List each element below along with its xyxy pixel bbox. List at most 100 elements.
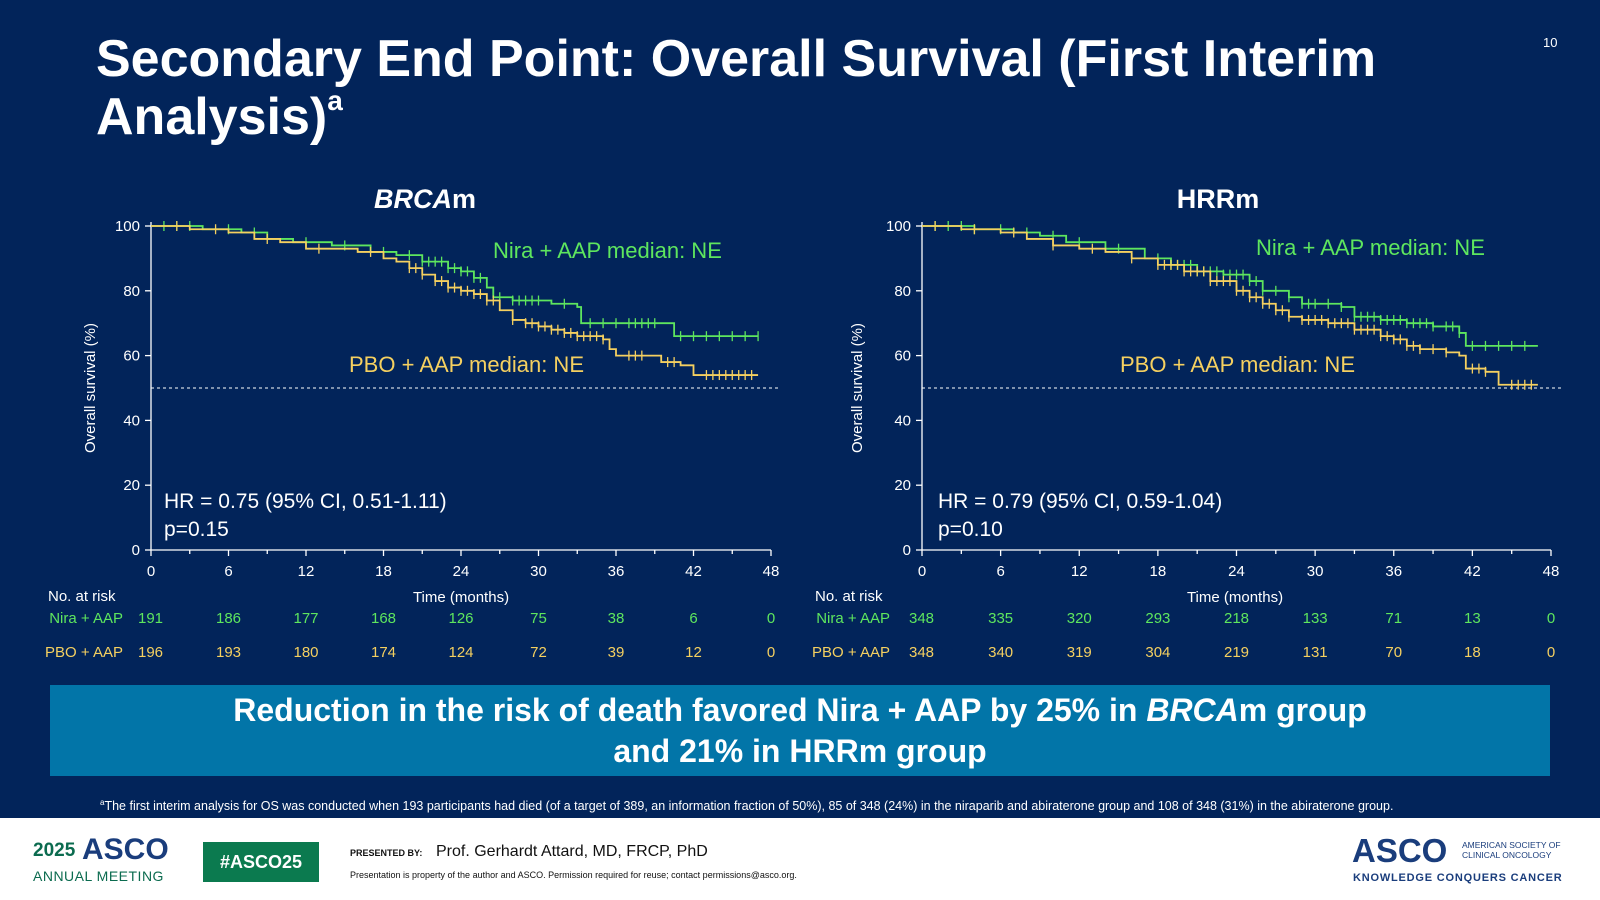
risk-value: 126: [448, 610, 473, 627]
meeting-org-logo: ASCO: [82, 833, 169, 866]
copyright-notice: Presentation is property of the author a…: [350, 870, 797, 880]
risk-value: 6: [689, 610, 697, 627]
x-tick-label: 12: [298, 563, 315, 580]
p-value-brcam: p=0.15: [164, 518, 229, 541]
footnote-marker: a: [100, 798, 105, 807]
slide-title-text: Secondary End Point: Overall Survival (F…: [96, 30, 1377, 146]
risk-value: 71: [1385, 610, 1402, 627]
risk-value: 293: [1145, 610, 1170, 627]
y-tick-label: 100: [886, 218, 911, 235]
risk-value: 219: [1224, 644, 1249, 661]
risk-value: 133: [1303, 610, 1328, 627]
risk-value: 174: [371, 644, 396, 661]
p-value-hrrm: p=0.10: [938, 518, 1003, 541]
chart-hrrm: HRRm Overall survival (%) Time (months) …: [812, 184, 1561, 661]
risk-value: 168: [371, 610, 396, 627]
banner-line-1-em: BRCA: [1146, 691, 1239, 728]
survival-charts: BRCAm Overall survival (%) Time (months)…: [45, 184, 1561, 661]
x-tick-label: 6: [996, 563, 1004, 580]
risk-value: 335: [988, 610, 1013, 627]
risk-value: 70: [1385, 644, 1402, 661]
meeting-year: 2025: [33, 840, 76, 861]
footnote: aThe first interim analysis for OS was c…: [100, 798, 1393, 813]
x-tick-label: 24: [453, 563, 470, 580]
x-axis-label-brcam: Time (months): [413, 589, 509, 606]
risk-value: 131: [1303, 644, 1328, 661]
risk-value: 0: [1547, 644, 1555, 661]
banner-line-2: and 21% in HRRm group: [613, 732, 987, 769]
banner-line-1: Reduction in the risk of death favored N…: [233, 690, 1367, 731]
x-tick-label: 24: [1228, 563, 1245, 580]
risk-value: 193: [216, 644, 241, 661]
y-tick-label: 20: [123, 477, 140, 494]
risk-value: 39: [608, 644, 625, 661]
risk-value: 18: [1464, 644, 1481, 661]
x-tick-label: 30: [1307, 563, 1324, 580]
y-axis-label-brcam: Overall survival (%): [82, 323, 99, 453]
x-tick-label: 36: [608, 563, 625, 580]
risk-value: 348: [909, 610, 934, 627]
chart-title-brcam-em: BRCA: [374, 184, 452, 214]
footer: 2025 ASCO ANNUAL MEETING #ASCO25 PRESENT…: [0, 818, 1600, 900]
pbo-median-label-hrrm: PBO + AAP median: NE: [1120, 352, 1355, 377]
risk-value: 186: [216, 610, 241, 627]
slide-number: 10: [1543, 35, 1558, 50]
x-tick-label: 0: [918, 563, 926, 580]
risk-row-label: PBO + AAP: [45, 644, 123, 661]
x-tick-label: 18: [375, 563, 392, 580]
presented-by-label: PRESENTED BY:: [350, 848, 423, 858]
risk-value: 13: [1464, 610, 1481, 627]
slide: Secondary End Point: Overall Survival (F…: [0, 0, 1600, 818]
x-axis-label-hrrm: Time (months): [1187, 589, 1283, 606]
risk-value: 72: [530, 644, 547, 661]
risk-value: 320: [1067, 610, 1092, 627]
y-tick-label: 40: [123, 412, 140, 429]
chart-title-brcam: BRCAm: [374, 184, 476, 214]
risk-value: 0: [767, 644, 775, 661]
x-tick-label: 36: [1385, 563, 1402, 580]
banner-line-1-pre: Reduction in the risk of death favored N…: [233, 691, 1147, 728]
risk-table-header-brcam: No. at risk: [48, 588, 116, 605]
plot-area-hrrm: 0 20 40 60 80 100 0 6 12 18 24 30 36 42 48 Nira + AAP 34…: [812, 218, 1561, 661]
risk-row-label: PBO + AAP: [812, 644, 890, 661]
x-tick-label: 42: [685, 563, 702, 580]
y-tick-label: 80: [123, 283, 140, 300]
y-axis-label-hrrm: Overall survival (%): [849, 323, 866, 453]
presenter-name: Prof. Gerhardt Attard, MD, FRCP, PhD: [436, 843, 708, 860]
slide-title: Secondary End Point: Overall Survival (F…: [96, 30, 1476, 146]
x-tick-label: 48: [1543, 563, 1560, 580]
asco-logo: ASCO: [1352, 832, 1448, 869]
y-tick-label: 100: [115, 218, 140, 235]
hashtag-badge: #ASCO25: [203, 842, 319, 882]
y-tick-label: 60: [894, 348, 911, 365]
x-tick-label: 12: [1071, 563, 1088, 580]
y-tick-label: 40: [894, 412, 911, 429]
chart-title-hrrm: HRRm: [1177, 184, 1260, 214]
risk-value: 319: [1067, 644, 1092, 661]
risk-value: 304: [1145, 644, 1170, 661]
hazard-ratio-brcam: HR = 0.75 (95% CI, 0.51-1.11): [164, 490, 447, 513]
risk-value: 12: [685, 644, 702, 661]
chart-brcam: BRCAm Overall survival (%) Time (months)…: [45, 184, 781, 661]
meeting-name: ANNUAL MEETING: [33, 868, 164, 884]
key-finding-banner: Reduction in the risk of death favored N…: [50, 685, 1550, 776]
nira-median-label-hrrm: Nira + AAP median: NE: [1256, 235, 1485, 260]
x-tick-label: 30: [530, 563, 547, 580]
risk-table-header-hrrm: No. at risk: [815, 588, 883, 605]
risk-value: 348: [909, 644, 934, 661]
risk-value: 191: [138, 610, 163, 627]
risk-value: 38: [608, 610, 625, 627]
banner-line-1-post: m group: [1238, 691, 1367, 728]
x-tick-label: 18: [1150, 563, 1167, 580]
risk-row-label: Nira + AAP: [816, 610, 890, 627]
y-tick-label: 0: [903, 542, 911, 559]
risk-value: 340: [988, 644, 1013, 661]
society-name: AMERICAN SOCIETY OF CLINICAL ONCOLOGY: [1462, 840, 1561, 860]
y-tick-label: 0: [132, 542, 140, 559]
nira-median-label-brcam: Nira + AAP median: NE: [493, 238, 722, 263]
x-tick-label: 42: [1464, 563, 1481, 580]
x-tick-label: 48: [763, 563, 780, 580]
pbo-median-label-brcam: PBO + AAP median: NE: [349, 352, 584, 377]
title-footnote-marker: a: [327, 84, 343, 116]
